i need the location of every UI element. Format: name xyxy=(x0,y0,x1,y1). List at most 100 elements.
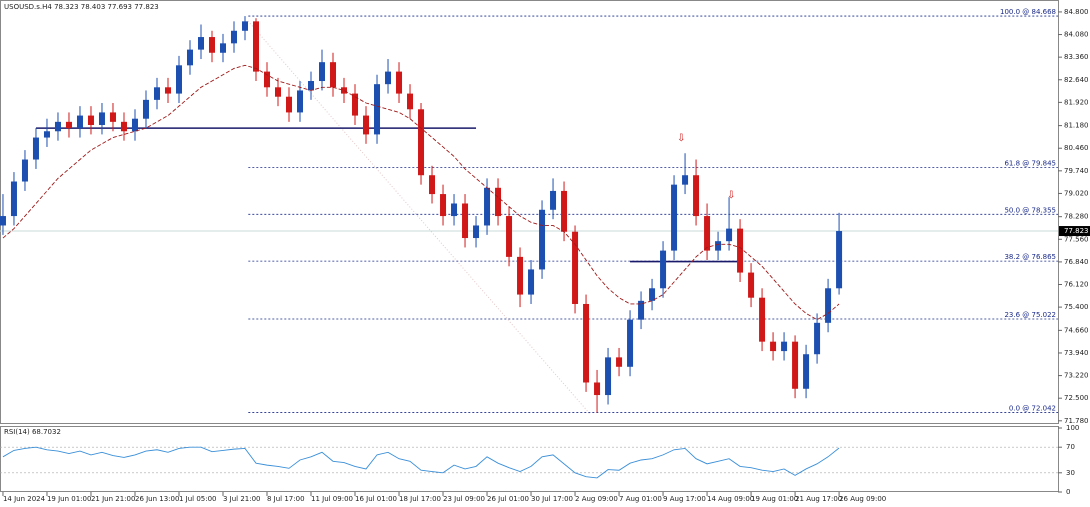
x-tick-label: 19 Aug 01:00 xyxy=(751,495,798,503)
candle-body xyxy=(43,131,50,138)
candle-body xyxy=(10,181,17,217)
last-price-box xyxy=(1059,226,1090,237)
candle-body xyxy=(396,71,403,94)
candle-body xyxy=(715,241,722,251)
candle-body xyxy=(671,184,678,251)
candle-body xyxy=(208,37,215,53)
candle-body xyxy=(792,341,799,389)
x-tick-label: 18 Jul 17:00 xyxy=(399,495,441,503)
candle-body xyxy=(682,175,689,185)
candle-body xyxy=(836,231,843,289)
candle-body xyxy=(638,300,645,320)
candle-body xyxy=(660,250,667,289)
chart-title: USOUSD.s.H4 78.323 78.403 77.693 77.823 xyxy=(4,3,159,11)
candle-body xyxy=(484,187,491,226)
candle-body xyxy=(583,303,590,383)
candle-body xyxy=(87,115,94,125)
y-tick-label: 82.640 xyxy=(1064,76,1089,84)
rsi-y-tick-label: 100 xyxy=(1066,424,1079,432)
x-tick-label: 21 Jun 21:00 xyxy=(91,495,135,503)
candle-body xyxy=(748,272,755,298)
candle-body xyxy=(825,288,832,323)
y-tick-label: 72.500 xyxy=(1064,394,1089,402)
x-tick-label: 7 Aug 01:00 xyxy=(619,495,662,503)
candle-body xyxy=(627,319,634,367)
candle-body xyxy=(164,87,171,94)
x-tick-label: 26 Jun 13:00 xyxy=(135,495,179,503)
x-tick-label: 23 Jul 09:00 xyxy=(443,495,485,503)
candle-body xyxy=(605,357,612,396)
candle-body xyxy=(528,269,535,295)
candle-body xyxy=(451,203,458,217)
down-arrow-icon: ⇩ xyxy=(677,133,685,144)
candle-body xyxy=(759,297,766,342)
x-tick-label: 16 Jul 01:00 xyxy=(355,495,397,503)
candle-body xyxy=(352,93,359,116)
rsi-y-tick-label: 0 xyxy=(1066,488,1070,496)
candle-body xyxy=(341,87,348,94)
x-tick-label: 19 Jun 01:00 xyxy=(47,495,91,503)
y-tick-label: 79.020 xyxy=(1064,189,1089,197)
y-tick-label: 73.220 xyxy=(1064,372,1089,380)
x-tick-label: 11 Jul 09:00 xyxy=(311,495,353,503)
candle-body xyxy=(770,341,777,352)
candle-body xyxy=(506,216,513,257)
y-tick-label: 76.840 xyxy=(1064,258,1089,266)
candle-body xyxy=(539,209,546,270)
y-tick-label: 79.740 xyxy=(1064,167,1089,175)
candle-body xyxy=(374,84,381,135)
x-tick-label: 14 Aug 09:00 xyxy=(707,495,754,503)
candle-body xyxy=(594,382,601,396)
y-tick-label: 77.560 xyxy=(1064,235,1089,243)
candle-body xyxy=(153,87,160,100)
y-tick-label: 74.660 xyxy=(1064,326,1089,334)
candle-body xyxy=(242,21,249,31)
candle-body xyxy=(98,112,105,125)
y-tick-label: 84.800 xyxy=(1064,8,1089,16)
candle-body xyxy=(462,203,469,239)
y-tick-label: 83.360 xyxy=(1064,53,1089,61)
fib-level-label: 50.0 @ 78.355 xyxy=(1004,206,1056,214)
candle-body xyxy=(550,190,557,210)
candle-body xyxy=(693,175,700,217)
candle-body xyxy=(131,118,138,132)
candle-body xyxy=(517,256,524,295)
candle-body xyxy=(21,159,28,182)
candle-body xyxy=(308,81,315,91)
candle-body xyxy=(561,190,568,232)
candle-body xyxy=(726,228,733,242)
rsi-y-tick-label: 70 xyxy=(1066,443,1075,451)
candle-body xyxy=(275,87,282,97)
candle-body xyxy=(286,96,293,113)
candle-body xyxy=(120,121,127,132)
candle-body xyxy=(649,288,656,301)
y-tick-label: 78.280 xyxy=(1064,213,1089,221)
fib-level-label: 38.2 @ 76.865 xyxy=(1004,253,1056,261)
candle-body xyxy=(385,71,392,85)
moving-average xyxy=(2,64,840,321)
candle-body xyxy=(330,62,337,88)
candle-body xyxy=(319,62,326,82)
candle-body xyxy=(197,37,204,50)
y-tick-label: 81.180 xyxy=(1064,122,1089,130)
candle-body xyxy=(440,194,447,217)
x-tick-label: 26 Aug 09:00 xyxy=(839,495,886,503)
x-tick-label: 9 Aug 17:00 xyxy=(663,495,706,503)
last-price-label: 77.823 xyxy=(1064,227,1089,235)
fib-level-label: 61.8 @ 79.845 xyxy=(1004,160,1056,168)
rsi-title: RSI(14) 68.7032 xyxy=(4,428,61,436)
candle-body xyxy=(65,121,72,129)
x-tick-label: 21 Aug 17:00 xyxy=(795,495,842,503)
candle-body xyxy=(781,341,788,352)
y-tick-label: 81.920 xyxy=(1064,98,1089,106)
candle-body xyxy=(572,231,579,304)
candle-body xyxy=(704,216,711,251)
x-tick-label: 2 Aug 09:00 xyxy=(575,495,618,503)
candle-body xyxy=(264,71,271,88)
y-tick-label: 76.120 xyxy=(1064,281,1089,289)
candle-body xyxy=(363,115,370,135)
x-tick-label: 30 Jul 17:00 xyxy=(531,495,573,503)
x-tick-label: 8 Jul 17:00 xyxy=(267,495,305,503)
candle-body xyxy=(109,112,116,122)
